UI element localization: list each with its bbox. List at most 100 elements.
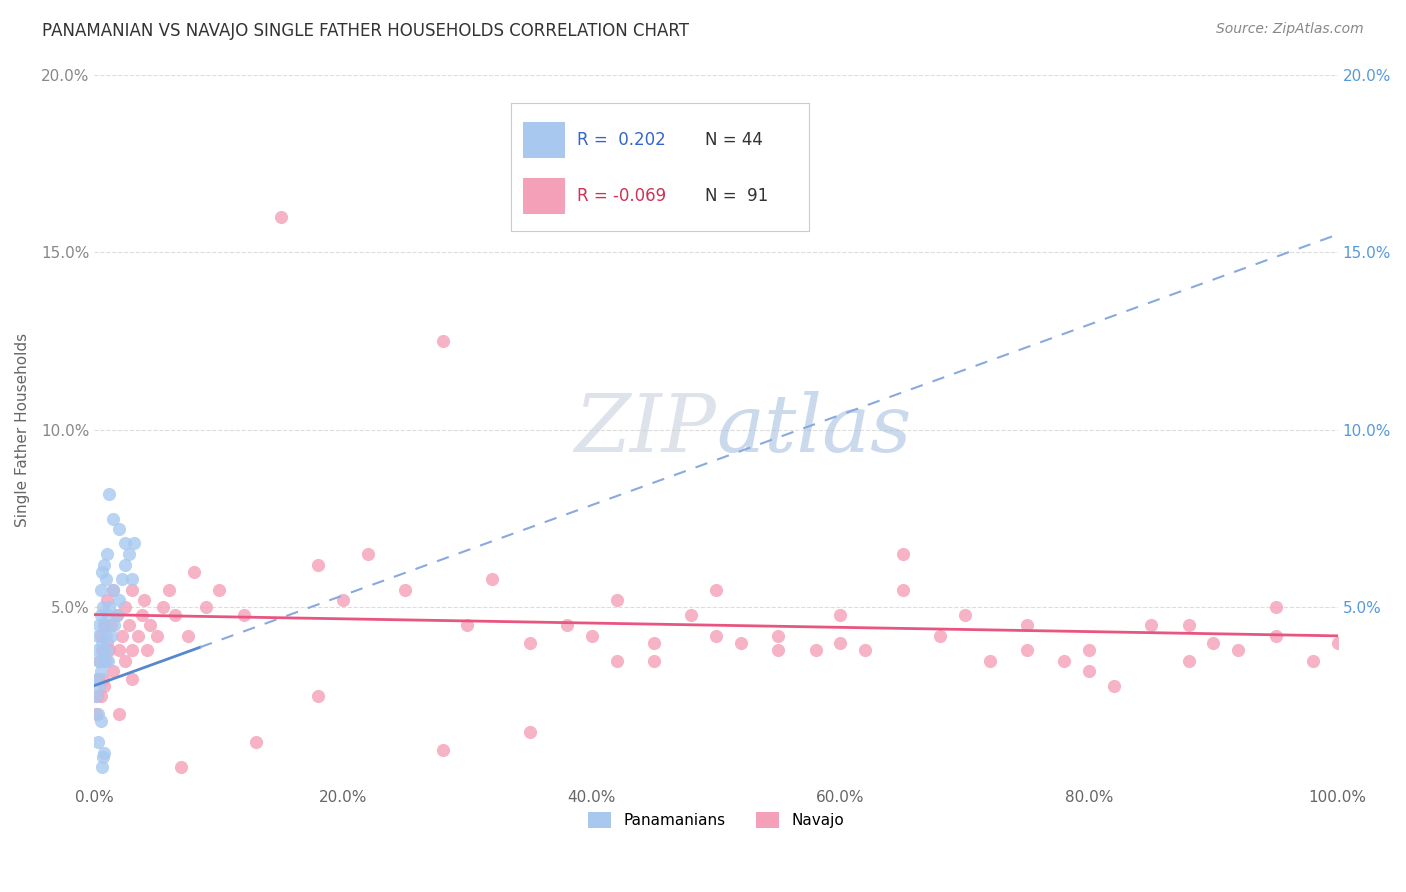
Point xyxy=(183,565,205,579)
Point xyxy=(1302,654,1324,668)
Point xyxy=(90,714,112,728)
Point xyxy=(90,629,112,643)
Point xyxy=(100,618,122,632)
Point xyxy=(606,593,628,607)
Point xyxy=(208,582,231,597)
Point xyxy=(131,607,153,622)
Text: atlas: atlas xyxy=(716,391,911,468)
Point xyxy=(100,629,122,643)
Point xyxy=(704,582,727,597)
Point xyxy=(1227,643,1250,657)
Point xyxy=(145,629,167,643)
Point xyxy=(90,690,112,704)
Point xyxy=(94,654,117,668)
Point xyxy=(157,582,180,597)
Point xyxy=(97,654,120,668)
Point xyxy=(830,607,852,622)
Point xyxy=(91,672,114,686)
Point xyxy=(114,600,136,615)
Point xyxy=(90,665,112,679)
Point xyxy=(89,679,111,693)
Point xyxy=(121,672,143,686)
Point xyxy=(90,582,112,597)
Point xyxy=(90,760,112,774)
Point xyxy=(86,690,108,704)
Point xyxy=(152,600,174,615)
Point xyxy=(1078,665,1101,679)
Point xyxy=(1264,629,1286,643)
Point xyxy=(87,706,110,721)
Point xyxy=(96,547,118,561)
Point xyxy=(165,607,187,622)
Point xyxy=(86,672,108,686)
Point xyxy=(91,643,114,657)
Point xyxy=(132,593,155,607)
Point xyxy=(357,547,380,561)
Point xyxy=(176,629,198,643)
Point xyxy=(804,643,827,657)
Legend: Panamanians, Navajo: Panamanians, Navajo xyxy=(582,806,851,834)
Point xyxy=(681,607,703,622)
Point xyxy=(127,629,149,643)
Point xyxy=(93,558,115,572)
Point xyxy=(432,742,454,756)
Point xyxy=(105,607,128,622)
Point xyxy=(853,643,876,657)
Point xyxy=(232,607,254,622)
Point xyxy=(121,582,143,597)
Point xyxy=(98,643,121,657)
Point xyxy=(90,636,112,650)
Text: Source: ZipAtlas.com: Source: ZipAtlas.com xyxy=(1216,22,1364,37)
Point xyxy=(89,618,111,632)
Point xyxy=(768,643,790,657)
Point xyxy=(1202,636,1225,650)
Point xyxy=(122,536,145,550)
Point xyxy=(114,536,136,550)
Point xyxy=(90,607,112,622)
Point xyxy=(84,706,107,721)
Point xyxy=(270,210,292,224)
Point xyxy=(96,643,118,657)
Point xyxy=(432,334,454,348)
Point xyxy=(101,665,124,679)
Point xyxy=(332,593,354,607)
Point xyxy=(105,607,128,622)
Point xyxy=(121,572,143,586)
Point xyxy=(519,724,541,739)
Point xyxy=(891,582,914,597)
Point xyxy=(101,582,124,597)
Point xyxy=(91,600,114,615)
Point xyxy=(170,760,193,774)
Point xyxy=(928,629,950,643)
Point xyxy=(1015,643,1038,657)
Point xyxy=(98,487,121,501)
Point xyxy=(103,618,125,632)
Point xyxy=(98,600,121,615)
Point xyxy=(195,600,218,615)
Point xyxy=(111,572,134,586)
Point xyxy=(555,618,578,632)
Point xyxy=(96,593,118,607)
Point xyxy=(643,654,665,668)
Point xyxy=(519,636,541,650)
Point xyxy=(93,618,115,632)
Point xyxy=(1326,636,1348,650)
Point xyxy=(307,690,329,704)
Point xyxy=(979,654,1001,668)
Point xyxy=(114,558,136,572)
Point xyxy=(101,511,124,525)
Point xyxy=(768,629,790,643)
Point xyxy=(111,629,134,643)
Point xyxy=(1078,643,1101,657)
Point xyxy=(118,618,141,632)
Point xyxy=(91,749,114,764)
Point xyxy=(87,672,110,686)
Point xyxy=(86,643,108,657)
Point xyxy=(108,593,131,607)
Point xyxy=(953,607,976,622)
Y-axis label: Single Father Households: Single Father Households xyxy=(15,333,30,527)
Point xyxy=(1264,600,1286,615)
Point xyxy=(87,735,110,749)
Point xyxy=(830,636,852,650)
Point xyxy=(87,629,110,643)
